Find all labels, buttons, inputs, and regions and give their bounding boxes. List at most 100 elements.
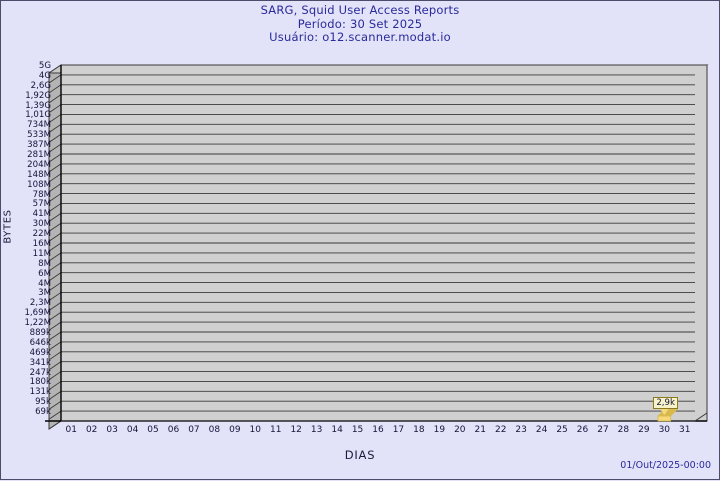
- y-axis-tick-label: 180k: [29, 377, 51, 388]
- x-axis-tick-label: 13: [310, 425, 323, 435]
- generation-timestamp: 01/Out/2025-00:00: [620, 460, 711, 471]
- x-axis-tick-label: 22: [494, 425, 507, 435]
- x-axis-tick-label: 29: [638, 425, 650, 435]
- y-axis-tick-label: 281M: [27, 150, 51, 161]
- y-axis-tick-label: 1,39G: [25, 100, 51, 111]
- x-axis-tick-label: 23: [515, 425, 527, 435]
- x-axis-tick-labels: 01 02 03 04 05 06 07 08 09 10 11 12 13 14 15 16 17 18 19 20…: [1, 425, 720, 439]
- y-axis-tick-label: 4M: [38, 278, 51, 289]
- x-axis-tick-label: 05: [147, 425, 159, 435]
- gridline-side-tick: [48, 212, 62, 222]
- y-axis-tick-label: 6M: [38, 268, 51, 279]
- gridline-side-tick: [48, 242, 62, 252]
- x-axis-tick-label: 15: [351, 425, 364, 435]
- x-axis-tick-label: 20: [454, 425, 466, 435]
- x-axis-tick-label: 24: [535, 425, 548, 435]
- y-axis-tick-label: 247k: [29, 367, 51, 378]
- gridline-side-tick: [48, 262, 62, 272]
- y-axis-tick-label: 78M: [32, 189, 51, 200]
- y-axis-tick-label: 469k: [29, 347, 51, 358]
- gridline-side-tick: [48, 371, 62, 381]
- y-axis-tick-label: 22M: [32, 229, 51, 240]
- data-bar: [657, 415, 672, 422]
- x-axis-tick-label: 16: [372, 425, 384, 435]
- x-axis-tick-label: 10: [249, 425, 261, 435]
- y-axis-tick-labels: 5G 4G 2,6G 1,92G 1,39G 1,01G 734M 533M 387M 281M 2…: [1, 1, 53, 481]
- gridline-side-tick: [48, 420, 62, 430]
- gridline-side-tick: [48, 381, 62, 390]
- gridline-side-tick: [48, 410, 62, 420]
- x-axis-tick-label: 09: [229, 425, 241, 435]
- gridline-side-tick: [48, 272, 62, 282]
- y-axis-tick-label: 533M: [27, 130, 51, 141]
- gridline-side-tick: [48, 351, 62, 361]
- gridline-side-tick: [48, 400, 62, 410]
- x-axis-tick-label: 06: [167, 425, 180, 435]
- y-axis-tick-label: 2,3M: [29, 298, 51, 309]
- gridline-side-tick: [48, 390, 62, 400]
- gridline-side-tick: [48, 104, 62, 114]
- report-period: Período: 30 Set 2025: [297, 16, 423, 31]
- y-axis-tick-label: 889k: [29, 328, 51, 339]
- y-axis-tick-label: 148M: [27, 169, 51, 180]
- y-axis-tick-label: 57M: [32, 199, 51, 210]
- x-axis-tick-label: 19: [433, 425, 446, 435]
- x-axis-tick-label: 30: [658, 425, 671, 435]
- y-axis-tick-label: 1,22M: [24, 318, 51, 329]
- gridline-side-tick: [48, 321, 62, 331]
- horizontal-gridlines: [48, 74, 695, 430]
- x-axis-tick-label: 31: [679, 425, 691, 435]
- y-axis-tick-label: 1,69M: [24, 308, 51, 319]
- gridline-side-tick: [48, 133, 62, 143]
- gridline-side-tick: [48, 114, 62, 123]
- x-axis-tick-label: 17: [392, 425, 405, 435]
- x-axis-tick-label: 07: [188, 425, 200, 435]
- x-axis-tick-label: 25: [556, 425, 568, 435]
- x-axis-tick-label: 14: [331, 425, 343, 435]
- y-axis-tick-label: 4G: [38, 70, 51, 81]
- x-axis-tick-label: 18: [413, 425, 425, 435]
- y-axis-tick-label: 3M: [38, 288, 51, 299]
- y-axis-tick-label: 11M: [32, 248, 51, 259]
- x-axis-tick-label: 02: [85, 425, 98, 435]
- gridline-side-tick: [48, 361, 62, 371]
- x-axis-tick-label: 11: [270, 425, 282, 435]
- y-axis-tick-label: 204M: [27, 159, 51, 170]
- gridline-side-tick: [48, 153, 62, 163]
- gridline-side-tick: [48, 143, 62, 153]
- gridline-side-tick: [48, 123, 62, 133]
- y-axis-tick-label: 69k: [35, 407, 51, 418]
- x-axis-title: DIAS: [344, 448, 376, 462]
- gridline-side-tick: [48, 74, 62, 84]
- x-axis-tick-label: 03: [106, 425, 118, 435]
- gridline-side-tick: [48, 193, 62, 203]
- y-axis-tick-label: 41M: [32, 209, 51, 220]
- x-axis-tick-label: 01: [65, 425, 77, 435]
- x-axis-tick-label: 21: [474, 425, 486, 435]
- y-axis-tick-label: 108M: [27, 179, 51, 190]
- x-axis-tick-label: 04: [126, 425, 139, 435]
- x-axis-tick-label: 27: [597, 425, 609, 435]
- gridline-side-tick: [48, 173, 62, 183]
- y-axis-tick-label: 30M: [32, 219, 51, 230]
- x-axis-tick-label: 26: [576, 425, 589, 435]
- x-axis-tick-label: 08: [208, 425, 221, 435]
- gridline-side-tick: [48, 163, 62, 173]
- gridline-side-tick: [48, 84, 62, 94]
- gridline-side-tick: [48, 183, 62, 193]
- y-axis-tick-label: 95k: [35, 397, 51, 408]
- gridline-side-tick: [48, 94, 62, 104]
- gridline-side-tick: [48, 232, 62, 242]
- y-axis-tick-label: 646k: [29, 337, 51, 348]
- plot-floor-edge: [61, 412, 708, 422]
- report-user: Usuário: o12.scanner.modat.io: [269, 30, 451, 44]
- y-axis-tick-label: 5G: [38, 61, 51, 72]
- report-title: SARG, Squid User Access Reports: [260, 3, 460, 17]
- data-value-callout: 2,9k: [653, 397, 678, 409]
- y-axis-tick-label: 387M: [27, 140, 51, 151]
- x-axis-tick-label: 12: [290, 425, 302, 435]
- y-axis-tick-label: 2,6G: [30, 80, 51, 91]
